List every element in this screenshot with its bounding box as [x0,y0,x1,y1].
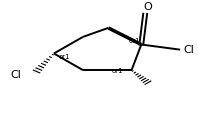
Text: Cl: Cl [183,45,194,55]
Text: or1: or1 [111,68,123,74]
Text: or1: or1 [59,54,70,60]
Text: O: O [144,2,152,12]
Text: Cl: Cl [10,70,21,80]
Text: or1: or1 [129,38,140,44]
